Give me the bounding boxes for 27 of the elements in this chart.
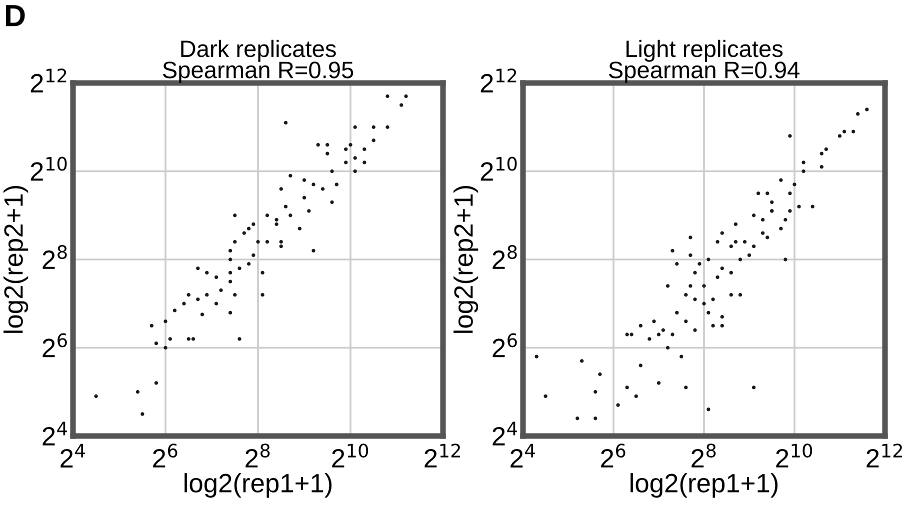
x-tick-label: 2$^{10}$	[776, 444, 812, 468]
x-axis-title: log2(rep1+1)	[630, 473, 778, 498]
x-tick-label: 2$^{12}$	[424, 444, 460, 468]
text: D	[6, 5, 25, 26]
y-tick-label: 2$^{12}$	[480, 68, 516, 92]
chart-title: Light replicates Spearman R=0.94	[608, 40, 800, 83]
y-tick-label: 2$^{6}$	[42, 333, 67, 358]
y-tick-label: 2$^{4}$	[42, 422, 68, 446]
y-tick-label: 2$^{4}$	[492, 422, 518, 446]
y-tick-label: 2$^{8}$	[492, 245, 517, 269]
x-tick-label: 2$^{10}$	[332, 444, 368, 468]
y-tick-label: 2$^{10}$	[30, 156, 67, 181]
x-axis-title: log2(rep1+1)	[184, 473, 332, 498]
y-tick-label: 2$^{8}$	[42, 245, 67, 269]
x-tick-label: 2$^{6}$	[153, 444, 178, 468]
y-tick-label: 2$^{6}$	[492, 333, 517, 358]
y-axis-title: log2(rep2+1)	[4, 186, 28, 333]
x-tick-label: 2$^{6}$	[601, 444, 626, 468]
y-tick-label: 2$^{10}$	[480, 156, 517, 181]
y-axis-title: log2(rep2+1)	[454, 186, 478, 333]
x-tick-label: 2$^{8}$	[692, 444, 716, 468]
x-tick-label: 2$^{8}$	[246, 444, 270, 468]
x-tick-label: 2$^{4}$	[60, 444, 85, 468]
chart-title: Dark replicates Spearman R=0.95	[162, 40, 354, 83]
x-tick-label: 2$^{4}$	[510, 444, 535, 468]
y-tick-label: 2$^{12}$	[30, 68, 66, 92]
x-tick-label: 2$^{12}$	[866, 444, 902, 468]
